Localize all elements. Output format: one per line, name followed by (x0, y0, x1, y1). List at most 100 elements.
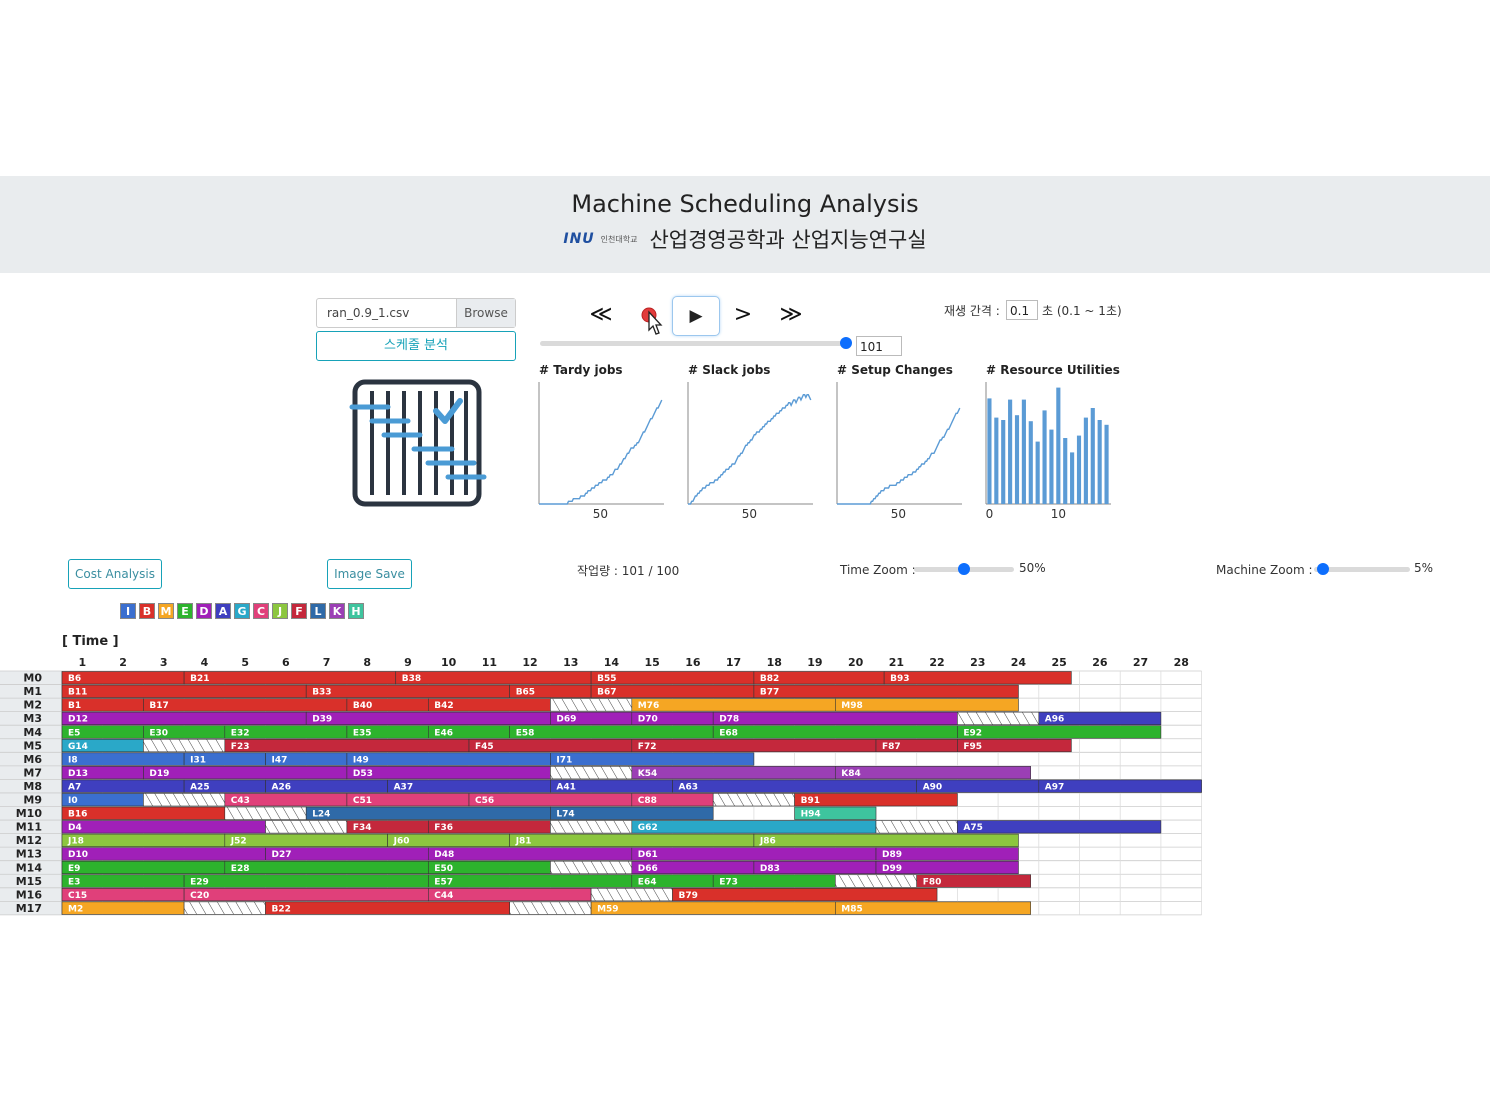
job-block[interactable] (631, 738, 877, 753)
job-block[interactable] (712, 725, 958, 739)
job-block[interactable] (224, 833, 388, 847)
next-step-button[interactable]: > (725, 300, 761, 330)
record-button[interactable] (638, 304, 666, 340)
job-block[interactable] (143, 766, 348, 780)
job-block[interactable] (183, 888, 429, 902)
setup-block[interactable] (957, 711, 1040, 726)
progress-slider-thumb[interactable] (840, 337, 852, 349)
interval-input[interactable]: 0.1 (1006, 300, 1038, 320)
job-block[interactable] (61, 711, 307, 726)
machine-zoom-thumb[interactable] (1316, 563, 1329, 575)
setup-block[interactable] (550, 698, 633, 712)
job-block[interactable] (916, 874, 1031, 888)
job-block[interactable] (631, 766, 836, 780)
setup-block[interactable] (834, 874, 917, 888)
setup-block[interactable] (590, 888, 673, 902)
first-step-button[interactable]: ≪ (583, 300, 619, 330)
job-block[interactable] (834, 901, 1031, 915)
job-block[interactable] (550, 752, 755, 766)
job-block[interactable] (794, 806, 877, 820)
job-block[interactable] (305, 806, 551, 820)
job-block[interactable] (61, 752, 185, 766)
job-block[interactable] (61, 684, 307, 698)
setup-block[interactable] (143, 793, 226, 807)
job-label: E32 (231, 728, 250, 738)
job-block[interactable] (834, 698, 1019, 712)
job-label: D66 (638, 864, 658, 874)
image-save-button[interactable]: Image Save (327, 559, 412, 589)
job-block[interactable] (395, 671, 592, 685)
job-block[interactable] (509, 833, 755, 847)
legend-item-c: C (253, 603, 269, 619)
setup-block[interactable] (712, 793, 795, 807)
setup-block[interactable] (875, 820, 958, 834)
setup-block[interactable] (550, 860, 633, 875)
job-block[interactable] (61, 833, 226, 847)
job-block[interactable] (712, 711, 958, 726)
setup-block[interactable] (265, 820, 348, 834)
job-block[interactable] (427, 847, 633, 861)
job-block[interactable] (224, 860, 429, 875)
job-block[interactable] (672, 779, 917, 793)
job-block[interactable] (672, 888, 938, 902)
step-input[interactable]: 101 (856, 336, 902, 356)
job-block[interactable] (957, 725, 1162, 739)
job-block[interactable] (550, 806, 714, 820)
setup-block[interactable] (224, 806, 307, 820)
job-block[interactable] (265, 901, 510, 915)
setup-block[interactable] (550, 766, 633, 780)
setup-block[interactable] (143, 738, 226, 753)
job-block[interactable] (427, 874, 633, 888)
job-block[interactable] (183, 874, 429, 888)
machine-zoom-slider[interactable] (1314, 567, 1410, 572)
file-input[interactable]: ran_0.9_1.csv Browse (316, 298, 516, 328)
time-column-label: 9 (404, 656, 412, 669)
cost-analysis-button[interactable]: Cost Analysis (68, 559, 162, 589)
play-button[interactable]: ▶ (672, 296, 720, 336)
job-label: D10 (68, 850, 88, 860)
setup-block[interactable] (550, 820, 633, 834)
time-column-label: 11 (482, 656, 497, 669)
job-block[interactable] (61, 847, 266, 861)
time-zoom-thumb[interactable] (958, 563, 970, 575)
job-block[interactable] (183, 671, 397, 685)
job-block[interactable] (1038, 711, 1162, 726)
job-block[interactable] (346, 752, 551, 766)
progress-slider[interactable] (540, 341, 846, 346)
job-label: E73 (719, 877, 738, 887)
job-block[interactable] (753, 833, 1019, 847)
job-block[interactable] (794, 793, 958, 807)
job-block[interactable] (957, 738, 1072, 753)
job-label: B55 (597, 674, 616, 684)
time-column-label: 6 (282, 656, 290, 669)
job-block[interactable] (883, 671, 1072, 685)
job-block[interactable] (346, 766, 551, 780)
job-block[interactable] (631, 698, 836, 712)
job-block[interactable] (143, 698, 348, 712)
schedule-analyze-button[interactable]: 스케줄 분석 (316, 331, 516, 361)
job-block[interactable] (590, 901, 836, 915)
x-tick-label: 0 (986, 507, 994, 521)
job-label: B17 (149, 701, 168, 711)
job-block[interactable] (1038, 779, 1202, 793)
setup-block[interactable] (509, 901, 592, 915)
job-block[interactable] (305, 711, 551, 726)
job-block[interactable] (957, 820, 1162, 834)
job-block[interactable] (509, 725, 714, 739)
job-block[interactable] (631, 847, 877, 861)
job-label: A37 (394, 782, 414, 792)
job-block[interactable] (834, 766, 1031, 780)
job-block[interactable] (631, 820, 877, 834)
job-block[interactable] (61, 860, 226, 875)
job-block[interactable] (61, 820, 266, 834)
interval-hint: 초 (0.1 ~ 1초) (1042, 304, 1122, 318)
last-step-button[interactable]: ≫ (773, 300, 809, 330)
browse-button[interactable]: Browse (456, 299, 515, 327)
setup-block[interactable] (183, 901, 266, 915)
job-label: B22 (272, 904, 291, 914)
job-block[interactable] (753, 684, 1019, 698)
job-block[interactable] (224, 738, 470, 753)
job-block[interactable] (305, 684, 511, 698)
job-block[interactable] (875, 847, 1019, 861)
job-block[interactable] (875, 860, 1019, 875)
